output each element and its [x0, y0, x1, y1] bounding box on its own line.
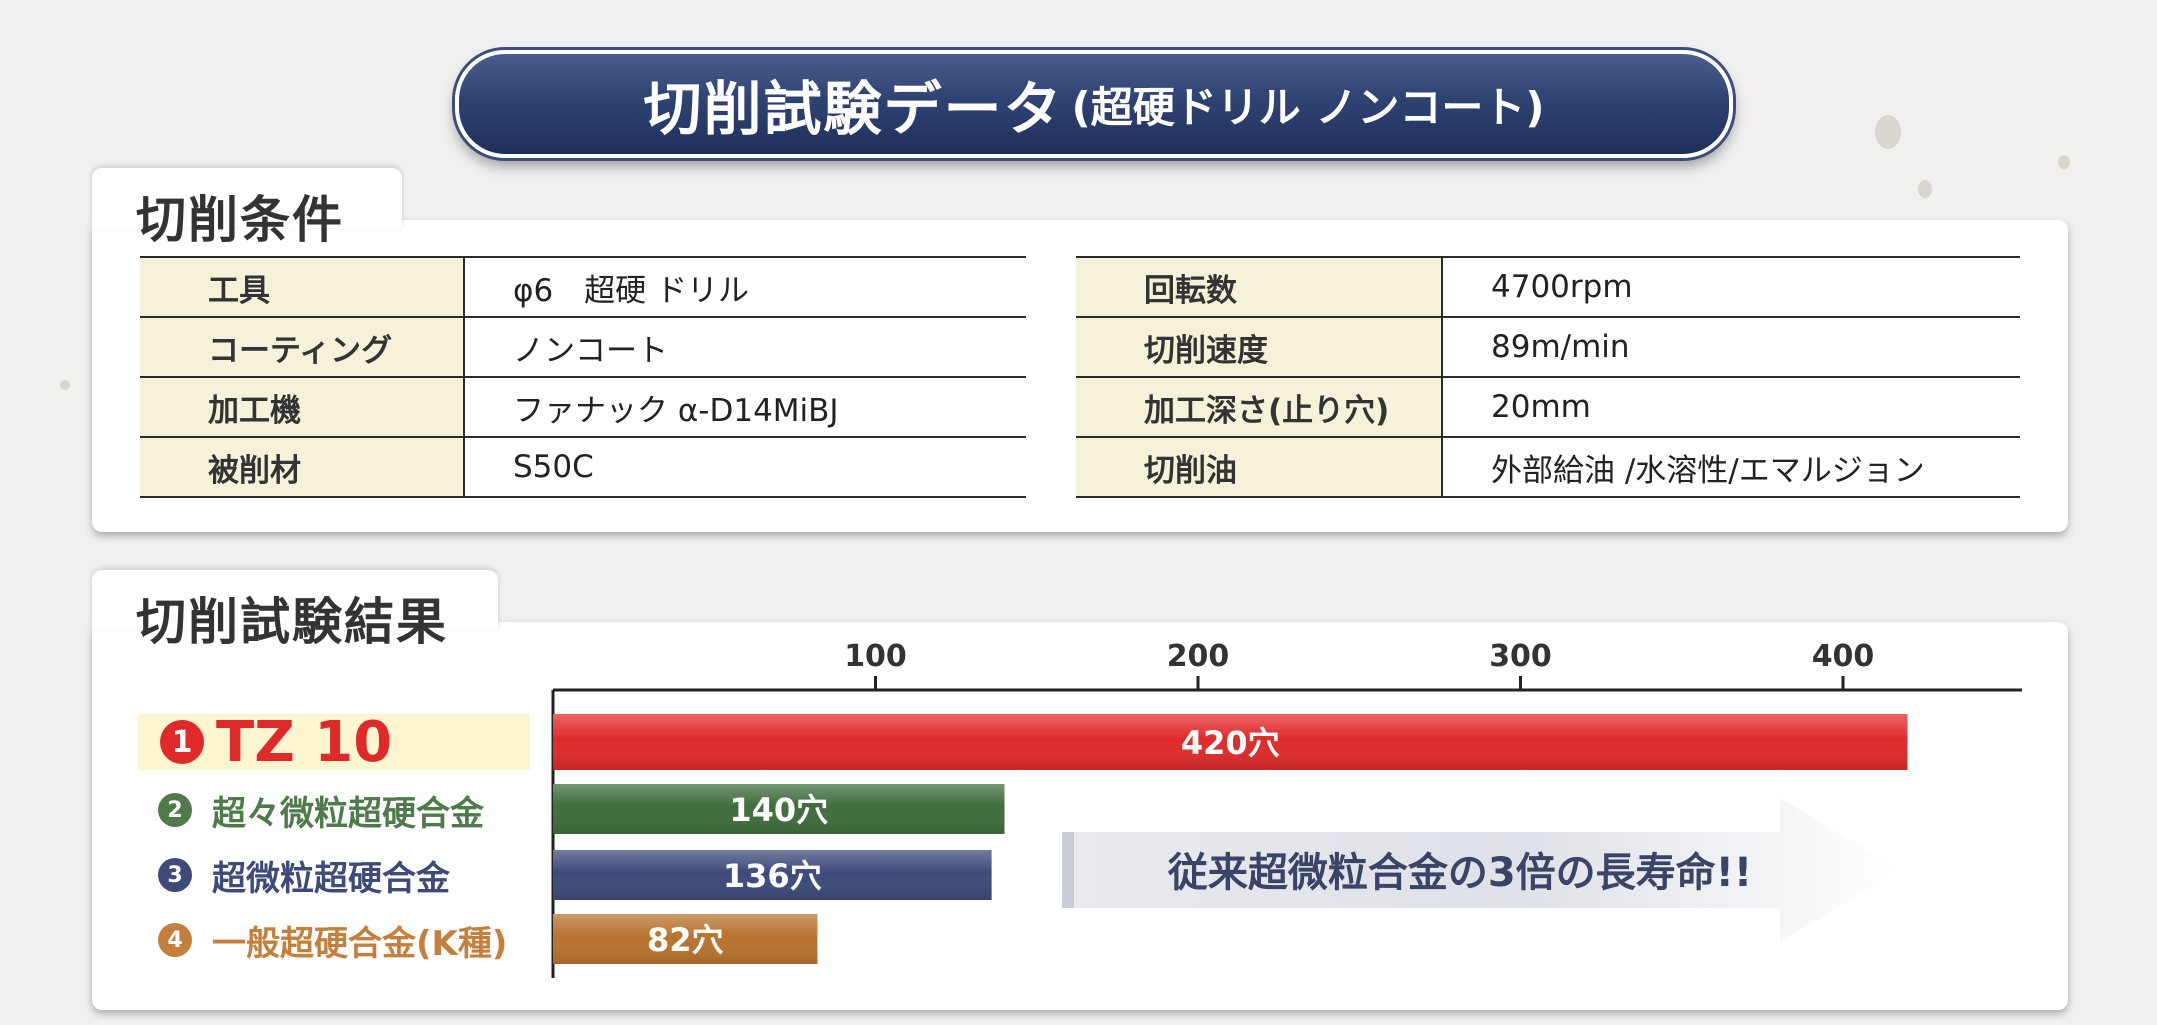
bar-value-label: 140穴	[729, 791, 828, 829]
condition-value: 4700rpm	[1442, 256, 2020, 318]
x-tick-label: 400	[1812, 639, 1875, 674]
paper-speck	[2058, 155, 2070, 169]
results-panel	[92, 622, 2068, 1010]
condition-value: φ6 超硬 ドリル	[464, 256, 1026, 318]
conditions-table-right: 回転数 4700rpm 切削速度 89m/min 加工深さ(止り穴) 20mm …	[1076, 256, 2020, 498]
table-row: 被削材 S50C	[140, 436, 1026, 498]
page-title: 切削試験データ	[643, 75, 1064, 143]
table-row: コーティング ノンコート	[140, 316, 1026, 378]
category-number: 4	[158, 923, 192, 957]
bar-value-label: 82穴	[647, 921, 724, 959]
conditions-title: 切削条件	[136, 191, 344, 249]
table-row: 回転数 4700rpm	[1076, 256, 2020, 318]
paper-speck	[1875, 115, 1901, 149]
category-name: 超微粒超硬合金	[212, 858, 450, 899]
page-subtitle: (超硬ドリル ノンコート)	[1071, 82, 1545, 132]
chart-bars: 420穴 140穴 136穴 82穴	[553, 714, 1908, 964]
paper-speck	[1918, 180, 1932, 198]
condition-label: 工具	[140, 256, 465, 318]
bar-shine	[553, 784, 1005, 834]
table-row: 工具 φ6 超硬 ドリル	[140, 256, 1026, 318]
category-row: 3 超微粒超硬合金	[158, 850, 450, 900]
condition-value: ファナック α-D14MiBJ	[464, 376, 1026, 438]
condition-value: 89m/min	[1442, 316, 2020, 378]
conditions-tab	[92, 168, 402, 228]
table-row: 切削速度 89m/min	[1076, 316, 2020, 378]
bar-shine	[553, 914, 818, 964]
results-title: 切削試験結果	[136, 593, 448, 651]
category-row: 2 超々微粒超硬合金	[158, 785, 484, 835]
bar-value-label: 136穴	[723, 857, 822, 895]
table-row: 切削油 外部給油 /水溶性/エマルジョン	[1076, 436, 2020, 498]
condition-label: 切削油	[1076, 436, 1443, 498]
category-name: 超々微粒超硬合金	[212, 793, 484, 834]
table-row: 加工深さ(止り穴) 20mm	[1076, 376, 2020, 438]
x-tick-label: 100	[844, 639, 907, 674]
callout-text: 従来超微粒合金の3倍の長寿命!!	[1167, 850, 1752, 896]
arrow-tail-stripe	[1062, 832, 1074, 908]
condition-label: コーティング	[140, 316, 465, 378]
bar-shine	[553, 850, 992, 900]
bar-shine	[553, 714, 1908, 770]
category-name: TZ 10	[216, 709, 393, 775]
x-tick-label: 200	[1167, 639, 1230, 674]
table-row: 加工機 ファナック α-D14MiBJ	[140, 376, 1026, 438]
arrow-shape	[1062, 798, 1900, 942]
title-banner: 切削試験データ (超硬ドリル ノンコート)	[455, 50, 1733, 158]
category-number: 3	[158, 858, 192, 892]
category-name: 一般超硬合金(K種)	[212, 923, 508, 964]
callout-arrow: 従来超微粒合金の3倍の長寿命!!	[1062, 798, 1900, 942]
category-number: 1	[160, 720, 204, 764]
condition-value: 外部給油 /水溶性/エマルジョン	[1442, 436, 2020, 498]
category-number: 2	[158, 793, 192, 827]
condition-value: 20mm	[1442, 376, 2020, 438]
condition-label: 回転数	[1076, 256, 1443, 318]
condition-label: 加工深さ(止り穴)	[1076, 376, 1443, 438]
condition-label: 切削速度	[1076, 316, 1443, 378]
conditions-table-left: 工具 φ6 超硬 ドリル コーティング ノンコート 加工機 ファナック α-D1…	[140, 256, 1026, 498]
results-tab	[92, 570, 498, 630]
x-tick-label: 300	[1489, 639, 1552, 674]
category-row-tz10: 1 TZ 10	[160, 709, 393, 775]
condition-label: 被削材	[140, 436, 465, 498]
paper-speck	[60, 380, 70, 390]
category-row: 4 一般超硬合金(K種)	[158, 915, 507, 965]
bar-value-label: 420穴	[1181, 724, 1280, 762]
condition-value: ノンコート	[464, 316, 1026, 378]
condition-value: S50C	[464, 436, 1026, 498]
condition-label: 加工機	[140, 376, 465, 438]
